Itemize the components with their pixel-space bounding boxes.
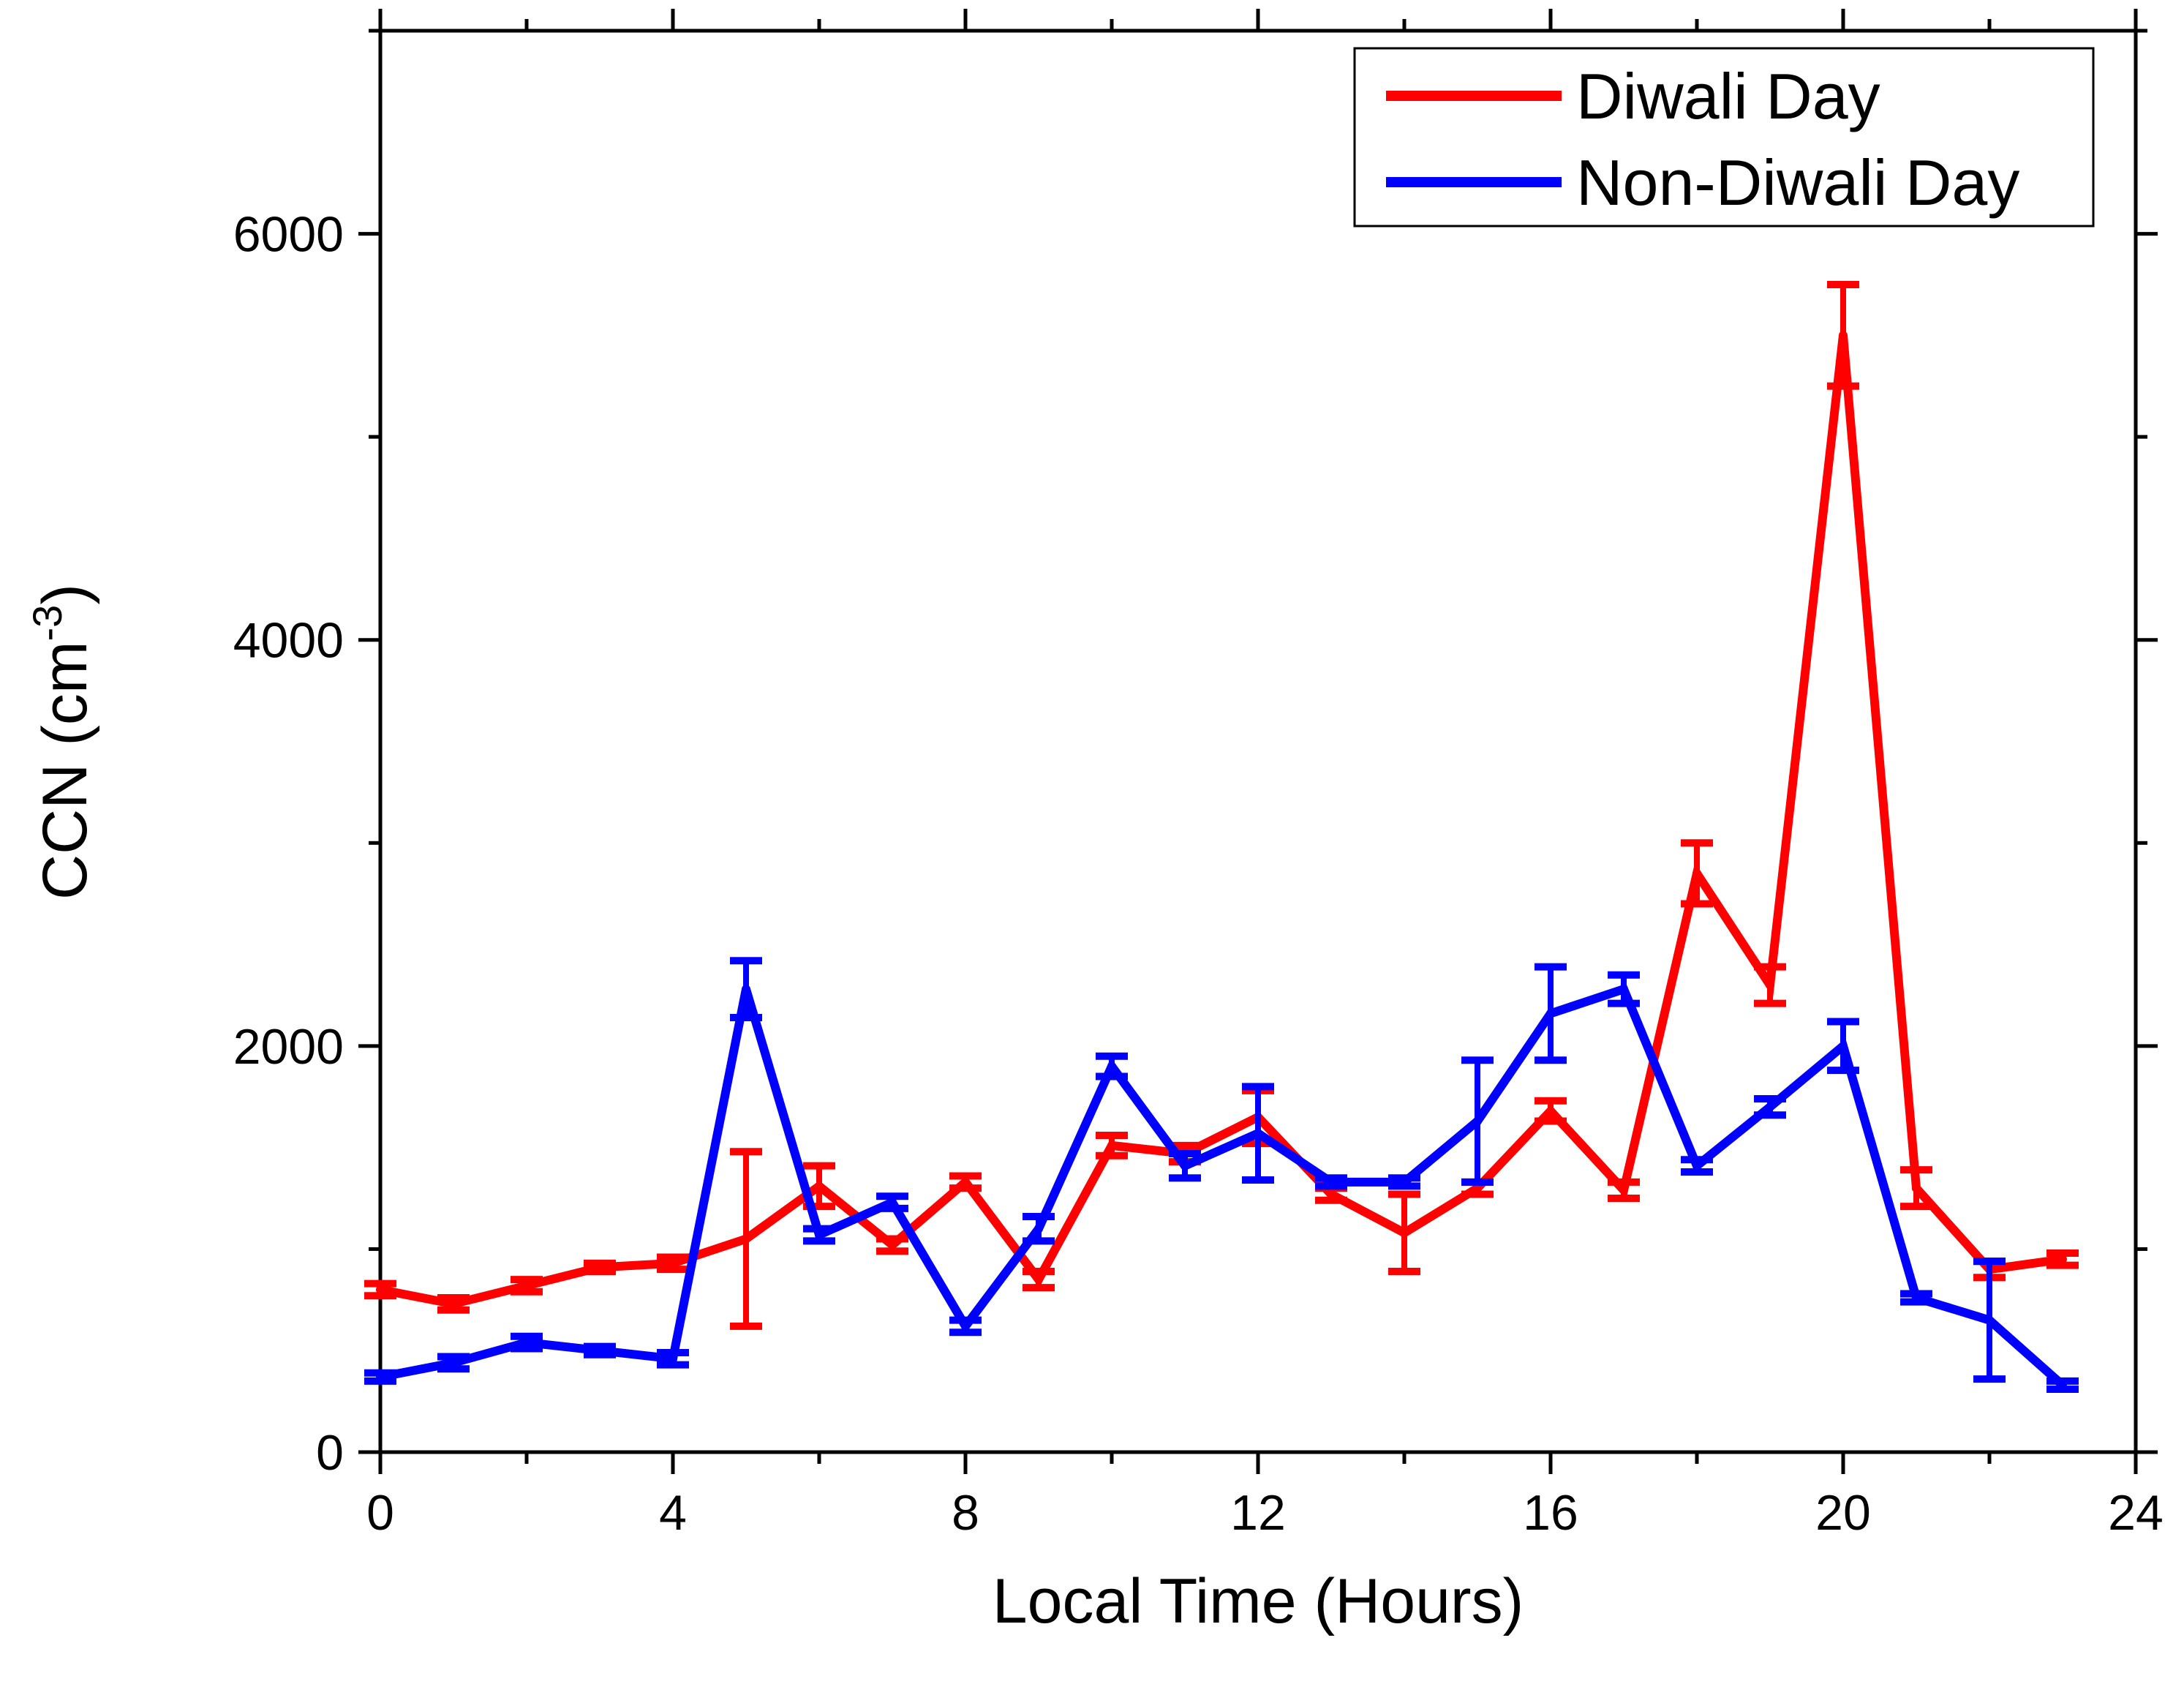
data-point xyxy=(1546,1106,1555,1116)
y-axis-title-close: ) xyxy=(30,584,100,605)
data-point xyxy=(815,1181,824,1191)
series-line xyxy=(379,334,2063,1309)
y-axis-title-superscript: -3 xyxy=(24,605,70,642)
data-point xyxy=(1327,1177,1336,1187)
data-point xyxy=(669,1354,677,1364)
data-point xyxy=(2058,1380,2067,1390)
y-tick-label: 6000 xyxy=(233,207,344,263)
plot-frame xyxy=(378,29,2138,1454)
x-axis-title: Local Time (Hours) xyxy=(993,1566,1524,1636)
legend-label-non-diwali: Non-Diwali Day xyxy=(1576,146,2019,219)
data-point xyxy=(1254,1129,1262,1138)
data-point xyxy=(961,1177,970,1187)
data-point xyxy=(669,1258,677,1268)
x-tick-label: 4 xyxy=(659,1485,687,1541)
legend-frame xyxy=(1353,47,2095,228)
ticks: 0 4 8 12 16 20 24 0 2000 4000 6000 xyxy=(233,9,2164,1541)
data-point xyxy=(2058,1255,2067,1264)
x-tick-label: 12 xyxy=(1230,1485,1286,1541)
data-point xyxy=(1107,1061,1116,1071)
legend-label-diwali: Diwali Day xyxy=(1576,60,1880,132)
data-point xyxy=(888,1198,897,1207)
data-point xyxy=(1839,1041,1848,1051)
data-point xyxy=(1692,1161,1701,1170)
x-tick-label: 20 xyxy=(1815,1485,1871,1541)
data-point xyxy=(449,1358,458,1367)
data-point xyxy=(1034,1275,1043,1285)
x-tick-label: 16 xyxy=(1523,1485,1578,1541)
x-tick-label: 24 xyxy=(2108,1485,2164,1541)
data-point xyxy=(1034,1224,1043,1233)
data-point xyxy=(1546,1009,1555,1018)
data-point xyxy=(1985,1315,1994,1325)
y-axis-title-main: CCN (cm xyxy=(30,641,100,900)
data-point xyxy=(888,1240,897,1249)
y-axis-title: CCN (cm-3) xyxy=(24,584,100,900)
data-point xyxy=(1766,980,1774,990)
data-point xyxy=(376,1285,385,1294)
y-tick-label: 0 xyxy=(316,1425,344,1481)
axes xyxy=(378,29,2138,1454)
data-point xyxy=(1473,1184,1482,1193)
data-point xyxy=(742,985,750,994)
data-point xyxy=(1181,1161,1189,1170)
data-point xyxy=(1912,1293,1921,1303)
data-series xyxy=(364,280,2079,1393)
data-point xyxy=(522,1281,531,1290)
data-point xyxy=(1107,1140,1116,1150)
data-point xyxy=(815,1230,824,1239)
series-non-diwali-day xyxy=(364,957,2079,1393)
data-point xyxy=(1766,1102,1774,1112)
data-point xyxy=(1473,1116,1482,1126)
data-point xyxy=(1619,985,1628,994)
data-point xyxy=(961,1321,970,1331)
data-point xyxy=(1400,1177,1409,1187)
data-point xyxy=(376,1372,385,1382)
data-point xyxy=(1400,1228,1409,1238)
data-point xyxy=(1327,1189,1336,1199)
data-point xyxy=(1839,331,1848,340)
x-tick-label: 0 xyxy=(366,1485,394,1541)
data-point xyxy=(742,1234,750,1244)
data-point xyxy=(1692,868,1701,878)
data-point xyxy=(522,1338,531,1348)
y-tick-label: 4000 xyxy=(233,613,344,669)
series-diwali-day xyxy=(364,280,2079,1330)
data-point xyxy=(1619,1185,1628,1195)
data-point xyxy=(595,1263,604,1272)
data-point xyxy=(1912,1184,1921,1193)
legend: Diwali Day Non-Diwali Day xyxy=(1353,47,2095,228)
x-tick-label: 8 xyxy=(952,1485,979,1541)
series-line xyxy=(379,983,2066,1388)
data-point xyxy=(449,1299,458,1309)
y-tick-label: 2000 xyxy=(233,1019,344,1075)
data-point xyxy=(595,1346,604,1356)
